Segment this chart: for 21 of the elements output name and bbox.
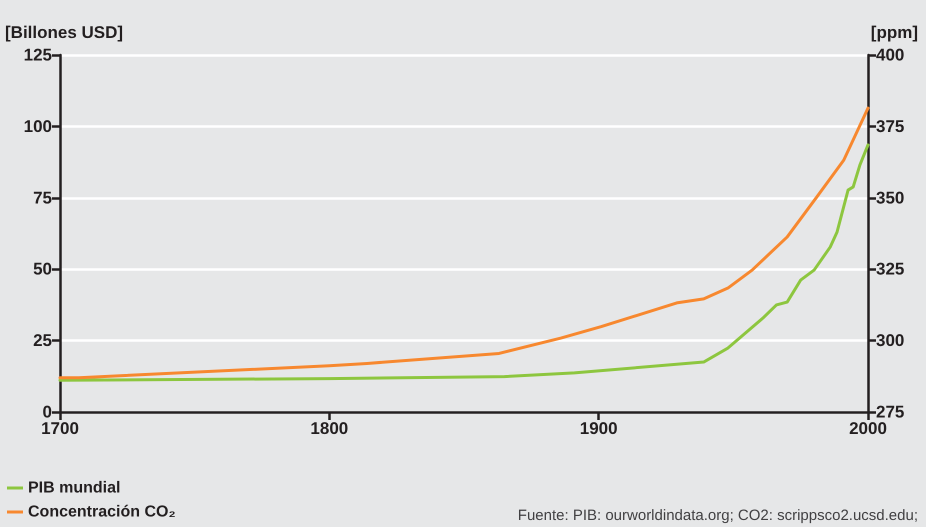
y-tick-label: 25: [33, 331, 52, 350]
legend-label: PIB mundial: [28, 480, 120, 496]
y-tick-label: 75: [33, 188, 52, 208]
x-tick-label: 1800: [310, 419, 348, 438]
y-tick-label: 100: [24, 116, 52, 136]
y2-tick-label: 325: [876, 260, 904, 279]
y-tick-label: 50: [33, 260, 52, 279]
legend-label: Concentración CO₂: [28, 504, 176, 520]
y2-tick-label: 350: [876, 188, 904, 208]
y2-axis-title: [ppm]: [870, 23, 918, 42]
y2-tick-label: 275: [876, 402, 904, 422]
x-tick-label: 2000: [849, 419, 887, 438]
y2-tick-label: 375: [876, 116, 904, 136]
x-tick-label: 1700: [41, 419, 79, 438]
y2-tick-label: 400: [876, 46, 904, 64]
y-tick-label: 125: [24, 46, 52, 64]
y-tick-label: 0: [42, 402, 52, 422]
source-note: Fuente: PIB: ourworldindata.org; CO2: scrippsco2.ucsd.edu;: [518, 507, 918, 524]
x-tick-label: 1900: [580, 419, 618, 438]
y-axis-title: [Billones USD]: [5, 23, 124, 42]
y2-tick-label: 300: [876, 331, 904, 350]
